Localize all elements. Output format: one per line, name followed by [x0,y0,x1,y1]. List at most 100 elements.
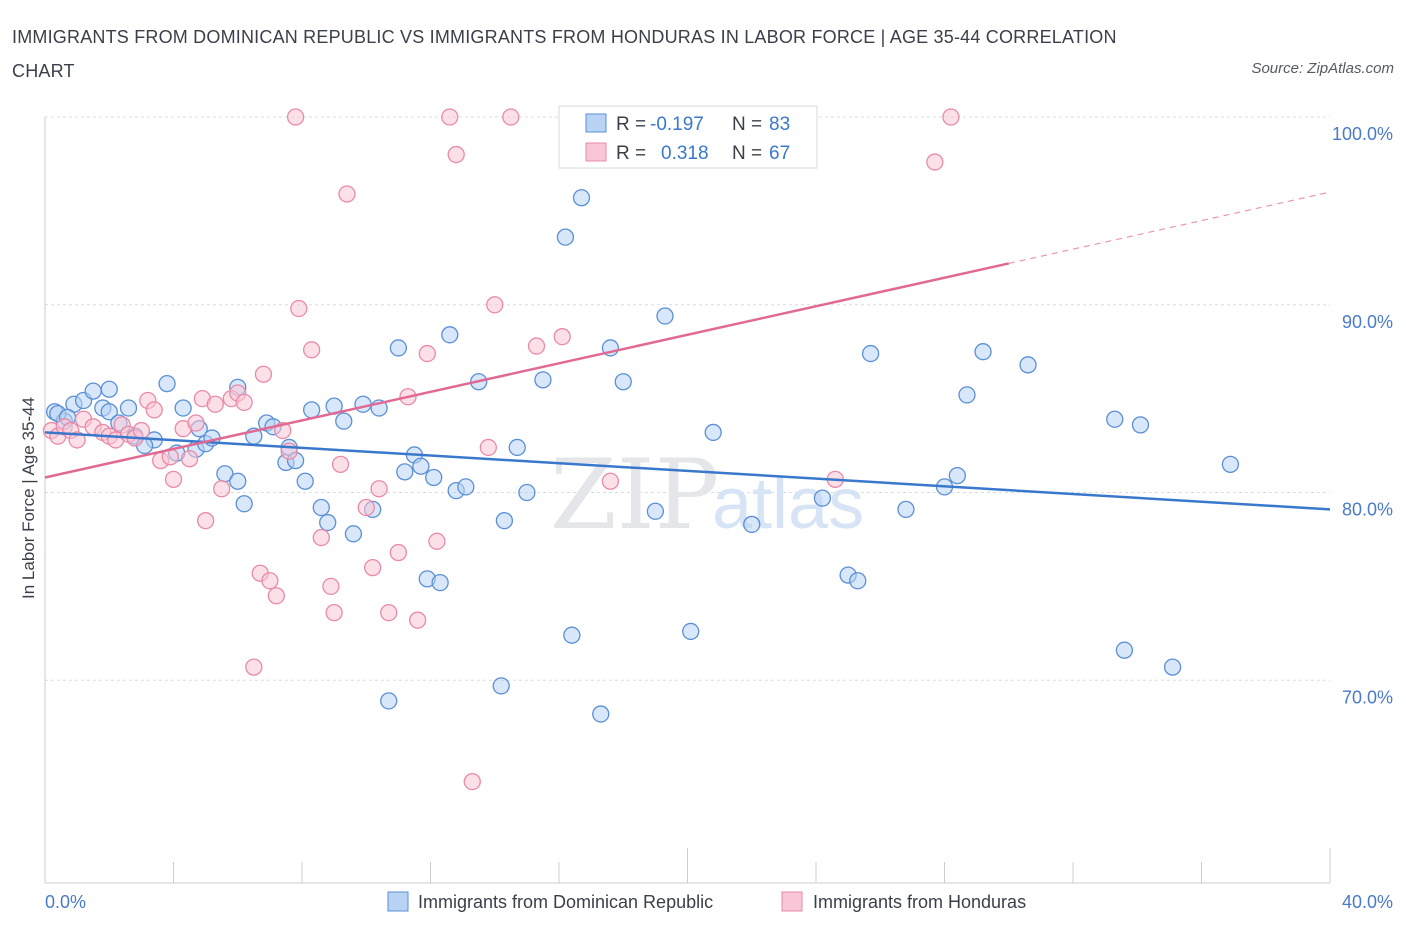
point-blue-68 [704,423,722,442]
point-blue-66 [656,307,674,325]
point-blue-61 [572,189,591,207]
legend-swatch-blue [585,113,607,133]
point-blue-48 [425,468,443,487]
point-blue-56 [508,438,526,457]
point-blue-72 [849,572,867,590]
point-pink-13 [132,421,151,440]
point-pink-52 [428,532,446,550]
stats-legend: R = -0.197 N = 83 R = 0.318 N = 67 [558,105,818,169]
point-pink-56 [479,438,497,457]
point-blue-79 [1019,356,1037,374]
point-blue-38 [344,525,363,543]
point-pink-47 [380,604,398,622]
point-pink-29 [245,658,263,676]
point-pink-43 [338,185,356,203]
y-tick-label-2: 80.0% [1342,500,1393,520]
point-blue-39 [354,395,372,413]
y-tick-label-3: 70.0% [1342,687,1393,707]
point-blue-37 [335,412,353,430]
point-blue-15 [158,374,176,393]
point-blue-50 [441,326,459,344]
point-blue-32 [296,472,314,490]
point-pink-38 [302,341,321,359]
point-blue-35 [319,513,337,532]
point-blue-55 [495,512,514,530]
point-pink-36 [286,108,305,126]
point-pink-23 [196,512,215,530]
point-pink-61 [601,472,620,490]
point-pink-57 [486,296,504,314]
point-pink-64 [926,153,944,171]
point-blue-74 [897,500,915,519]
legend-n-value-1: 83 [769,114,790,135]
point-blue-64 [614,373,632,391]
point-blue-33 [302,401,321,419]
point-pink-58 [502,108,520,126]
point-pink-65 [942,108,960,126]
point-blue-82 [1131,416,1150,434]
point-blue-81 [1115,641,1134,659]
point-blue-84 [1221,455,1240,473]
point-blue-67 [682,622,700,641]
legend-n-label-2: N = [732,143,762,164]
legend-r-value-1: -0.197 [650,114,704,135]
point-pink-33 [267,587,285,605]
point-blue-62 [592,705,610,723]
legend-r-value-2: 0.318 [661,143,709,164]
point-blue-25 [235,495,253,513]
point-blue-49 [431,573,449,592]
point-blue-77 [958,386,976,404]
point-blue-42 [380,692,398,710]
point-pink-31 [254,365,273,383]
point-pink-4 [68,431,86,449]
point-blue-52 [457,478,475,496]
point-pink-44 [357,498,375,517]
point-pink-60 [553,328,571,346]
point-blue-17 [174,399,192,417]
point-pink-18 [164,470,183,489]
legend-n-value-2: 67 [769,143,790,164]
chart-title: IMMIGRANTS FROM DOMINICAN REPUBLIC VS IM… [12,27,1117,81]
legend-r-label-2: R = [616,143,646,164]
point-blue-4 [84,382,102,400]
point-pink-42 [331,455,350,473]
trend-lines [44,191,1331,511]
point-blue-54 [492,677,510,695]
y-tick-label-0: 100.0% [1332,124,1393,144]
point-blue-9 [100,380,118,398]
series-legend-label-pink: Immigrants from Honduras [813,892,1026,912]
point-pink-55 [463,772,481,791]
point-blue-57 [518,483,536,502]
point-pink-21 [187,414,205,432]
legend-r-label-1: R = [616,114,646,135]
point-blue-34 [312,498,330,517]
point-blue-80 [1106,410,1124,428]
point-pink-45 [364,558,382,577]
legend-n-label-1: N = [732,114,762,135]
point-blue-60 [563,626,581,644]
point-blue-73 [861,344,880,363]
watermark-zip: ZIP [550,439,719,551]
point-blue-59 [556,228,575,246]
series-legend-swatch-blue [387,891,409,912]
trend-line-pink [44,262,1010,479]
point-blue-70 [813,489,832,507]
series-legend: Immigrants from Dominican Republic Immig… [387,891,1026,912]
point-pink-28 [235,393,253,412]
point-pink-41 [325,604,343,622]
point-blue-69 [743,515,761,534]
point-blue-46 [412,457,430,475]
point-pink-15 [145,401,163,419]
point-blue-65 [646,502,665,520]
point-blue-10 [119,399,138,417]
point-pink-59 [527,337,546,355]
point-blue-24 [229,472,247,490]
y-tick-label-1: 90.0% [1342,312,1393,332]
x-tick-label-min: 0.0% [45,892,86,912]
point-pink-46 [370,480,388,498]
axes: 100.0% 90.0% 80.0% 70.0% 0.0% 40.0% [44,117,1393,912]
point-blue-83 [1163,658,1182,676]
point-pink-54 [447,145,465,164]
point-pink-50 [408,611,427,629]
